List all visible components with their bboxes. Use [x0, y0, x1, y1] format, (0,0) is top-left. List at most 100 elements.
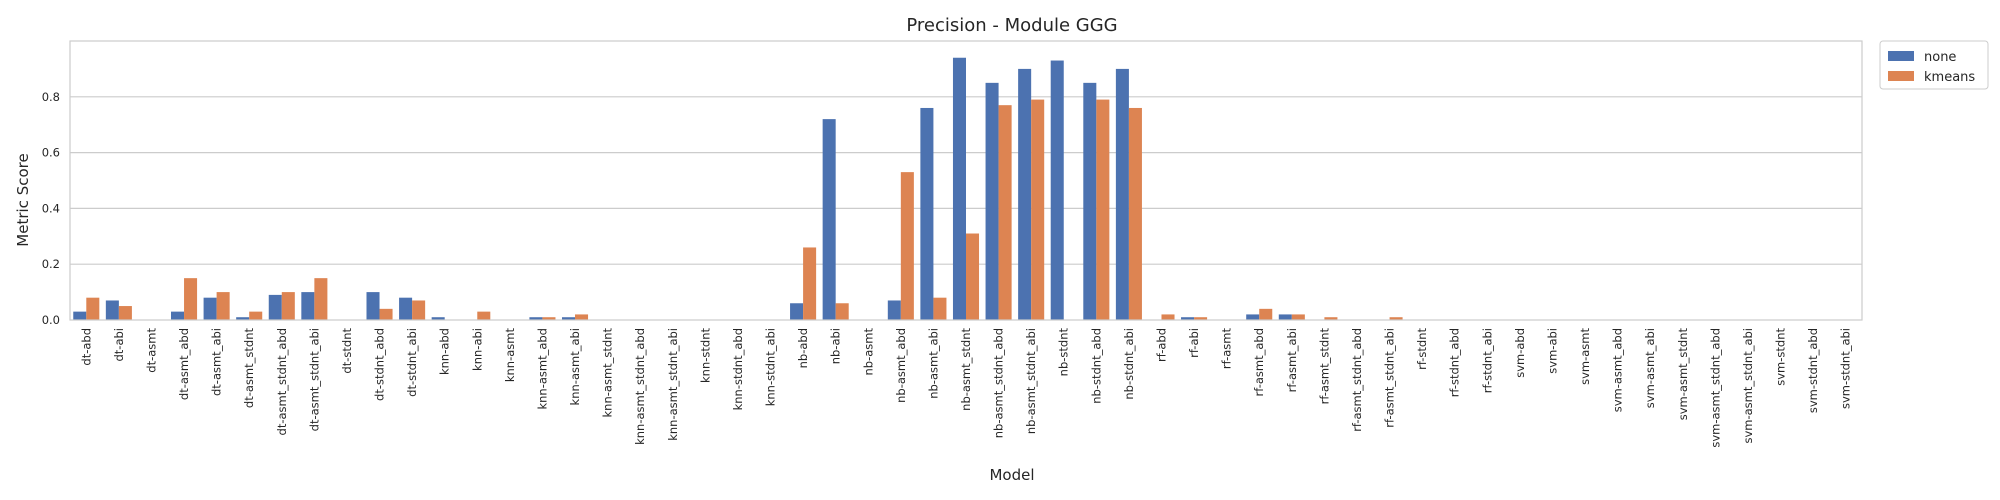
bar-none-rf-asmt_abi: [1278, 314, 1292, 320]
bar-kmeans-dt-abi: [118, 306, 132, 320]
x-tick-label: knn-stdnt_abi: [764, 328, 778, 406]
bar-kmeans-rf-asmt_abd: [1259, 308, 1273, 320]
x-tick-label: dt-abd: [79, 328, 93, 366]
x-tick-label: svm-asmt_stdnt: [1676, 328, 1690, 421]
bar-none-dt-asmt_stdnt_abd: [268, 294, 282, 320]
x-tick-label: dt-asmt: [144, 328, 158, 373]
bar-none-dt-stdnt_abd: [366, 292, 380, 320]
legend-swatch-kmeans: [1888, 71, 1914, 81]
chart-title: Precision - Module GGG: [906, 15, 1117, 36]
x-tick-label: dt-stdnt: [340, 328, 354, 374]
x-tick-label: nb-stdnt_abi: [1122, 328, 1136, 400]
bar-none-dt-asmt_abi: [203, 297, 217, 320]
x-tick-label: dt-asmt_abi: [210, 328, 224, 396]
x-tick-label: svm-stdnt: [1774, 328, 1788, 386]
x-tick-label: svm-stdnt_abd: [1806, 328, 1820, 413]
x-tick-label: rf-asmt_abi: [1285, 328, 1299, 392]
bar-none-nb-asmt_abd: [887, 300, 901, 320]
bar-kmeans-dt-stdnt_abi: [412, 300, 426, 320]
bar-none-nb-asmt_stdnt: [952, 57, 966, 321]
x-tick-label: rf-abi: [1187, 328, 1201, 358]
bar-kmeans-nb-asmt_stdnt_abd: [998, 105, 1012, 320]
bar-kmeans-nb-abi: [835, 303, 849, 320]
y-tick-label: 0.2: [42, 257, 60, 271]
x-tick-label: knn-asmt_stdnt: [601, 328, 615, 418]
legend: none kmeans: [1879, 40, 1989, 90]
bars: [73, 57, 1403, 321]
bar-none-dt-asmt_stdnt_abi: [301, 292, 315, 320]
x-axis-ticks: dt-abd dt-abi dt-asmt dt-asmt_abd dt-asmt_ab…: [79, 328, 1852, 448]
bar-none-nb-stdnt_abi: [1115, 68, 1129, 321]
y-tick-label: 0.0: [42, 313, 60, 327]
y-axis-label: Metric Score: [14, 153, 32, 246]
x-tick-label: svm-asmt: [1578, 328, 1592, 385]
x-tick-label: nb-abd: [796, 328, 810, 368]
x-tick-label: dt-stdnt_abi: [405, 328, 419, 397]
legend-label-kmeans: kmeans: [1924, 70, 1975, 85]
x-tick-label: nb-stdnt: [1057, 328, 1071, 377]
bar-none-dt-abi: [105, 300, 119, 320]
bar-none-nb-asmt_abi: [920, 107, 934, 321]
bar-kmeans-nb-asmt_abd: [900, 172, 914, 320]
bar-none-rf-asmt_abd: [1246, 314, 1260, 320]
bar-kmeans-rf-asmt_stdnt: [1324, 317, 1338, 320]
x-tick-label: svm-stdnt_abi: [1839, 328, 1853, 409]
bar-none-nb-abd: [790, 303, 804, 320]
x-tick-label: svm-asmt_abd: [1611, 328, 1625, 412]
x-tick-label: knn-asmt_abi: [568, 328, 582, 405]
x-tick-label: rf-asmt_stdnt_abi: [1383, 328, 1397, 428]
bar-kmeans-dt-stdnt_abd: [379, 308, 393, 320]
x-tick-label: svm-asmt_stdnt_abd: [1708, 328, 1722, 448]
x-tick-label: rf-asmt_stdnt: [1317, 328, 1331, 405]
x-tick-label: knn-asmt: [503, 328, 517, 383]
bar-none-nb-stdnt: [1050, 60, 1064, 320]
x-tick-label: rf-asmt: [1220, 328, 1234, 370]
bar-none-nb-stdnt_abd: [1083, 82, 1097, 320]
bar-kmeans-dt-asmt_abi: [216, 292, 230, 320]
bar-kmeans-nb-asmt_stdnt_abi: [1031, 99, 1045, 320]
x-tick-label: nb-asmt: [861, 328, 875, 376]
x-tick-label: knn-abd: [438, 328, 452, 375]
bar-kmeans-dt-asmt_abd: [184, 278, 198, 320]
x-tick-label: knn-abi: [470, 328, 484, 371]
x-tick-label: dt-abi: [112, 328, 126, 362]
x-tick-label: svm-asmt_abi: [1643, 328, 1657, 408]
bar-none-dt-asmt_abd: [171, 311, 185, 320]
x-tick-label: dt-stdnt_abd: [373, 328, 387, 401]
bar-kmeans-dt-abd: [86, 297, 100, 320]
x-axis-label: Model: [989, 466, 1034, 484]
x-tick-label: knn-stdnt_abd: [731, 328, 745, 410]
x-tick-label: knn-asmt_stdnt_abi: [666, 328, 680, 441]
bar-kmeans-rf-asmt_abi: [1291, 314, 1305, 320]
x-tick-label: dt-asmt_abd: [177, 328, 191, 400]
x-tick-label: knn-asmt_abd: [535, 328, 549, 410]
bar-none-dt-asmt_stdnt: [236, 317, 250, 320]
x-tick-label: nb-asmt_abi: [926, 328, 940, 399]
bar-none-rf-abi: [1181, 317, 1195, 320]
x-tick-label: nb-asmt_abd: [894, 328, 908, 403]
bar-kmeans-rf-abd: [1161, 314, 1175, 320]
bar-none-dt-abd: [73, 311, 87, 320]
x-tick-label: rf-asmt_abd: [1252, 328, 1266, 396]
x-tick-label: svm-asmt_stdnt_abi: [1741, 328, 1755, 444]
x-tick-label: rf-stdnt_abi: [1480, 328, 1494, 393]
x-tick-label: rf-stdnt_abd: [1448, 328, 1462, 397]
y-tick-label: 0.6: [42, 146, 60, 160]
bar-none-knn-asmt_abd: [529, 317, 543, 320]
x-tick-label: dt-asmt_stdnt_abi: [307, 328, 321, 431]
bar-none-nb-asmt_stdnt_abi: [1018, 68, 1032, 321]
y-axis-ticks: 0.0 0.2 0.4 0.6 0.8: [42, 90, 60, 327]
bar-kmeans-dt-asmt_stdnt_abi: [314, 278, 328, 320]
x-tick-label: rf-stdnt: [1415, 328, 1429, 370]
bar-kmeans-nb-abd: [803, 247, 817, 320]
y-tick-label: 0.4: [42, 201, 60, 215]
bar-none-knn-asmt_abi: [561, 317, 576, 320]
bar-kmeans-dt-asmt_stdnt_abd: [281, 292, 295, 320]
x-tick-label: svm-abd: [1513, 328, 1527, 378]
bar-kmeans-knn-asmt_abd: [542, 317, 556, 320]
y-tick-label: 0.8: [42, 90, 60, 104]
bar-none-knn-abd: [431, 317, 445, 320]
x-tick-label: rf-asmt_stdnt_abd: [1350, 328, 1364, 432]
bar-none-nb-asmt_stdnt_abd: [985, 82, 999, 320]
